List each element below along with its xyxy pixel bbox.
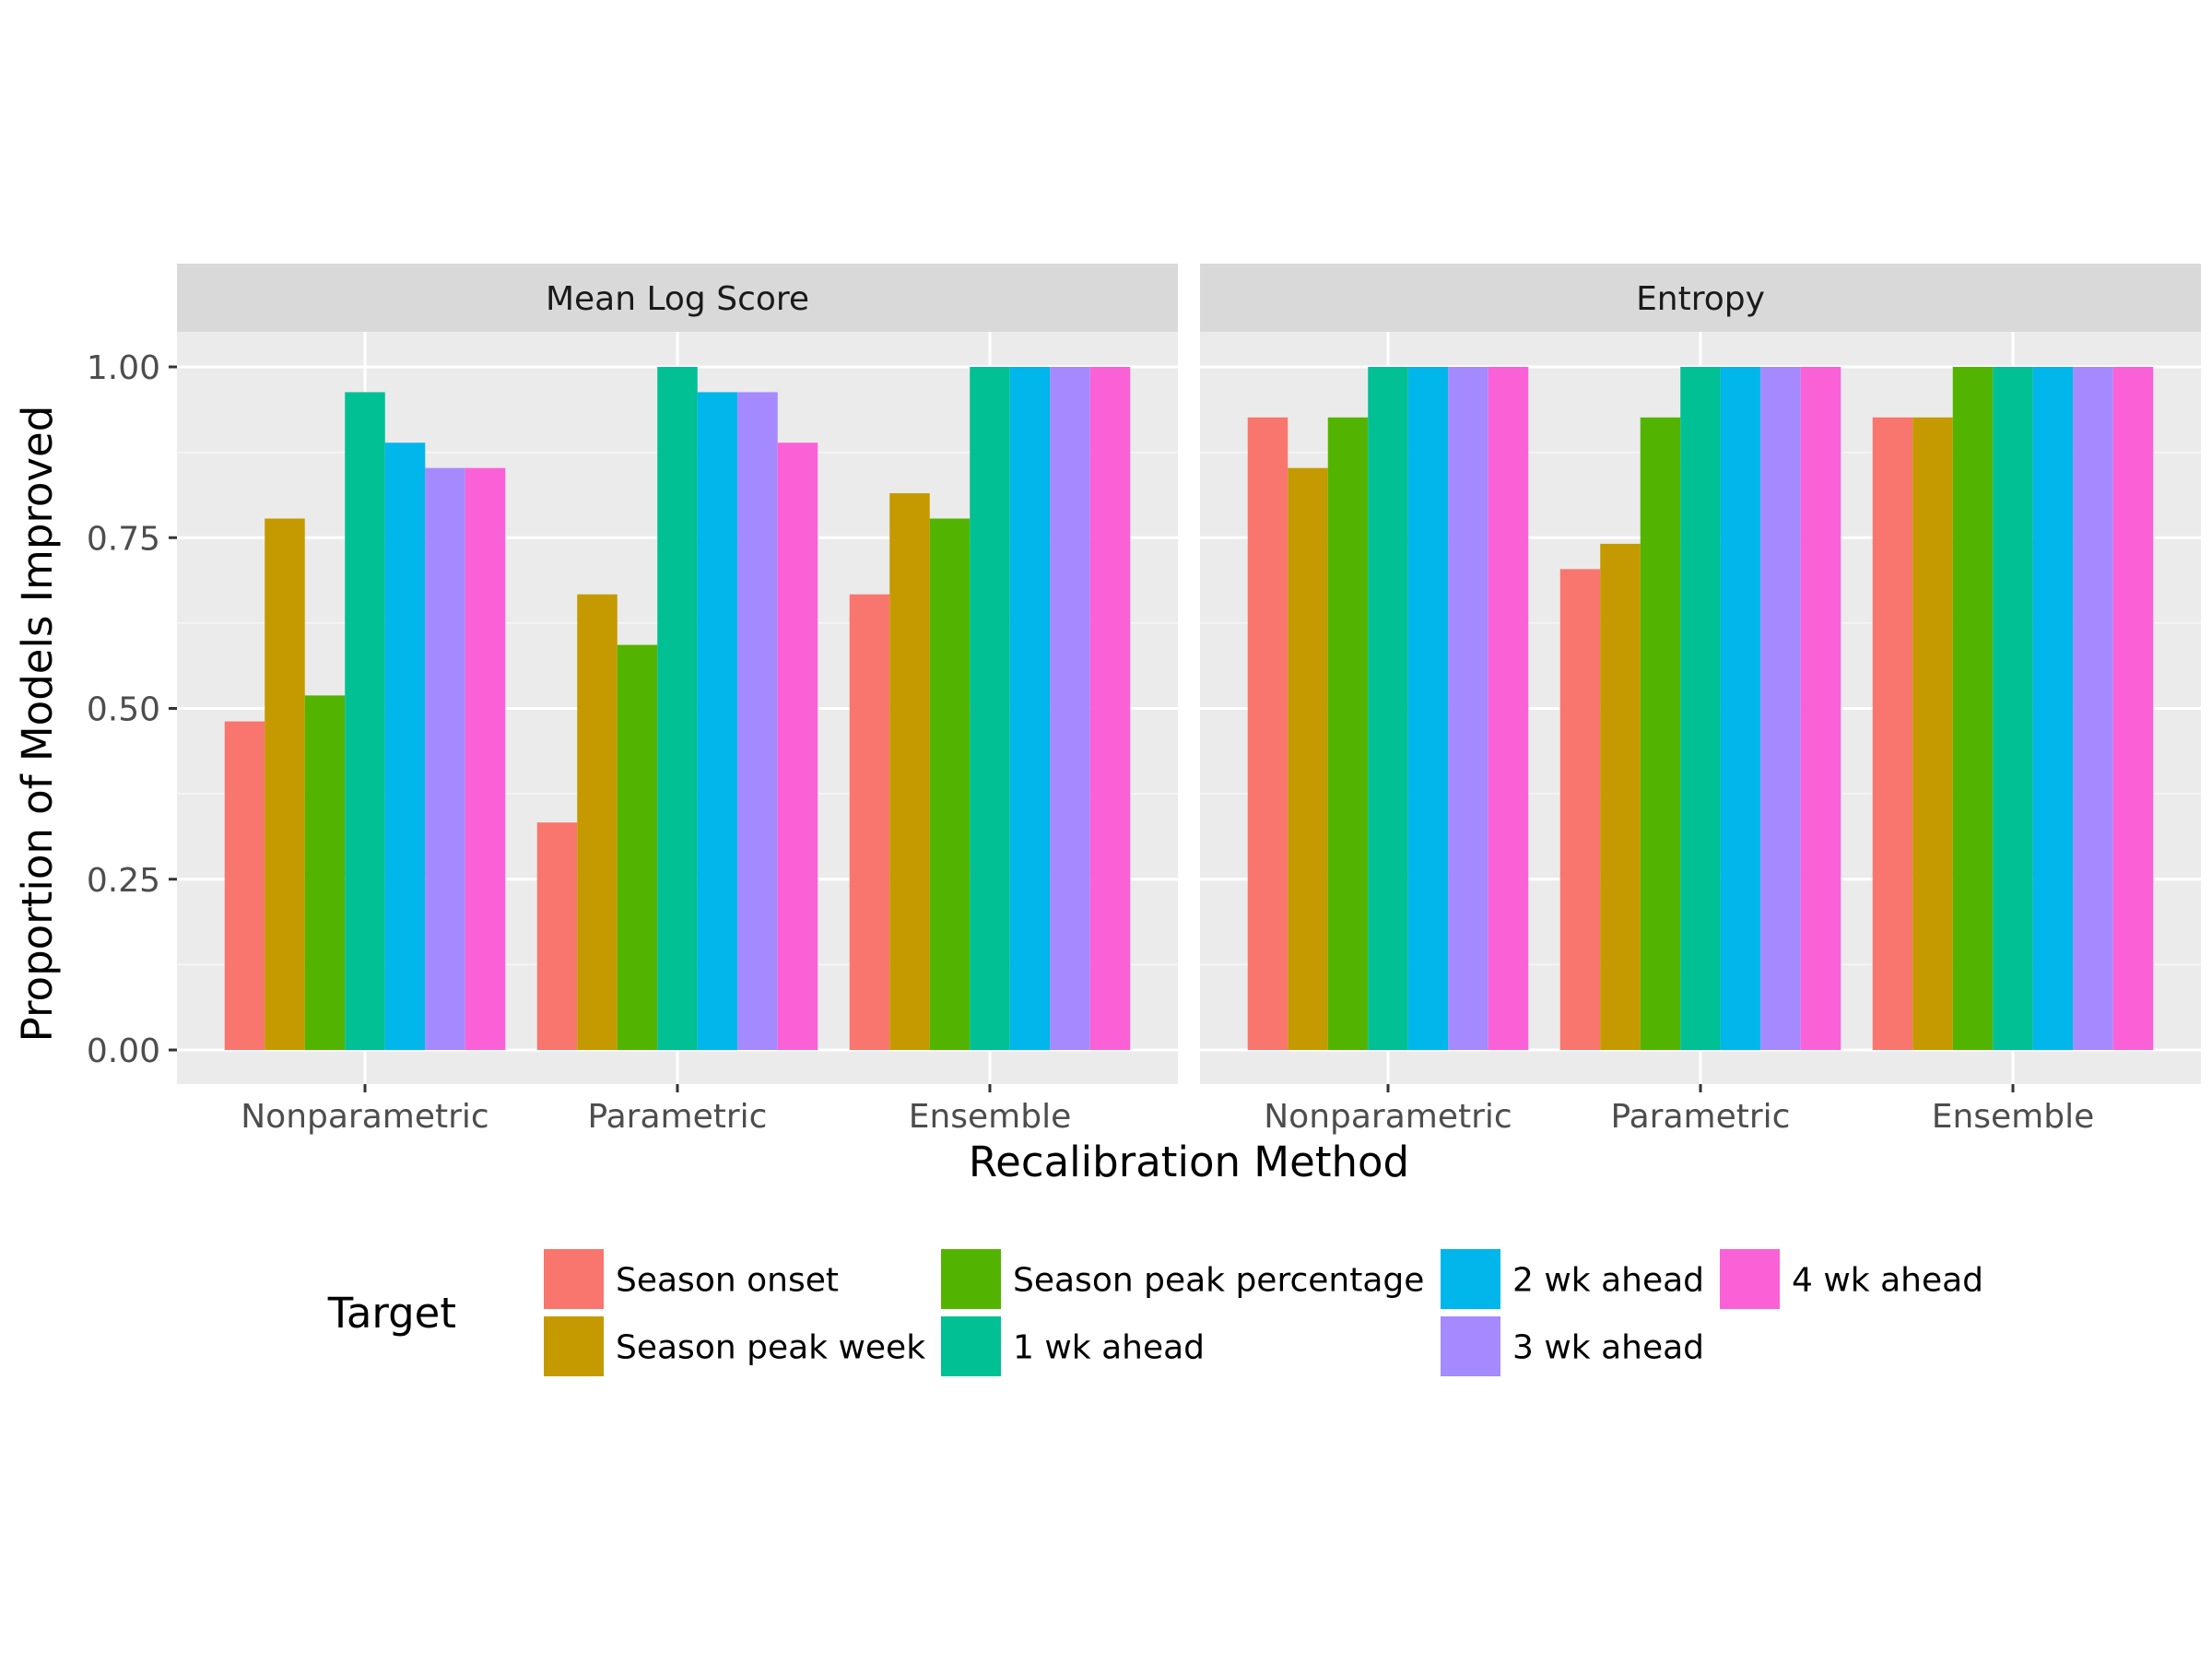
bar-season-onset-parametric	[1559, 569, 1601, 1050]
facet-title: Mean Log Score	[546, 280, 809, 318]
legend-item: 1 wk ahead	[941, 1316, 1205, 1376]
bar-4-wk-ahead-parametric	[777, 442, 818, 1050]
bar-season-onset-ensemble	[849, 594, 890, 1050]
legend-key	[544, 1316, 604, 1376]
x-tick-label: Nonparametric	[241, 1098, 488, 1136]
bar-3-wk-ahead-ensemble	[2073, 367, 2113, 1050]
legend-label: 4 wk ahead	[1792, 1262, 1983, 1300]
bar-2-wk-ahead-parametric	[697, 392, 738, 1050]
facet-strip	[1200, 264, 2201, 332]
bar-1-wk-ahead-parametric	[1680, 367, 1721, 1050]
bar-season-peak-week-nonparametric	[1288, 467, 1328, 1050]
x-tick-label: Nonparametric	[1264, 1098, 1512, 1136]
bar-2-wk-ahead-nonparametric	[1407, 367, 1449, 1050]
bar-1-wk-ahead-nonparametric	[345, 392, 385, 1050]
facet-title: Entropy	[1636, 280, 1765, 318]
legend-title: Target	[327, 1289, 456, 1338]
bar-season-onset-ensemble	[1872, 417, 1913, 1051]
bar-1-wk-ahead-parametric	[657, 367, 698, 1050]
legend-key	[1441, 1249, 1500, 1309]
bar-season-onset-nonparametric	[1247, 417, 1288, 1051]
bar-4-wk-ahead-nonparametric	[1488, 367, 1529, 1050]
bar-season-onset-nonparametric	[224, 721, 265, 1050]
bar-season-peak-week-parametric	[1600, 543, 1641, 1050]
bar-3-wk-ahead-parametric	[1760, 367, 1801, 1050]
bar-season-peak-percentage-ensemble	[929, 518, 971, 1050]
legend-label: 2 wk ahead	[1512, 1262, 1704, 1300]
legend-item: Season peak percentage	[941, 1249, 1424, 1309]
bar-3-wk-ahead-nonparametric	[425, 467, 465, 1050]
legend-item: 3 wk ahead	[1441, 1316, 1704, 1376]
bar-2-wk-ahead-ensemble	[2032, 367, 2074, 1050]
bar-4-wk-ahead-nonparametric	[465, 467, 506, 1050]
legend-label: 1 wk ahead	[1013, 1329, 1205, 1367]
bar-season-peak-percentage-nonparametric	[304, 695, 346, 1050]
bar-2-wk-ahead-parametric	[1720, 367, 1761, 1050]
legend: Target Season onset Season peak week Seaso…	[327, 1249, 1983, 1376]
bar-1-wk-ahead-ensemble	[970, 367, 1010, 1050]
bar-season-peak-week-ensemble	[1912, 417, 1953, 1051]
bar-1-wk-ahead-ensemble	[1993, 367, 2033, 1050]
legend-key	[941, 1316, 1001, 1376]
y-tick-label: 0.00	[87, 1032, 160, 1070]
x-tick-label: Parametric	[1611, 1098, 1791, 1136]
x-axis-title: Recalibration Method	[969, 1138, 1409, 1186]
bar-season-peak-week-parametric	[577, 594, 618, 1050]
legend-item: Season peak week	[544, 1316, 925, 1376]
bar-season-onset-parametric	[536, 822, 578, 1050]
x-tick-label: Ensemble	[1932, 1098, 2095, 1136]
bar-3-wk-ahead-nonparametric	[1448, 367, 1488, 1050]
facet-panel-0: Mean Log Score	[177, 264, 1178, 1084]
legend-item: 4 wk ahead	[1720, 1249, 1983, 1309]
bar-2-wk-ahead-ensemble	[1009, 367, 1051, 1050]
bar-season-peak-percentage-parametric	[617, 644, 658, 1050]
bar-1-wk-ahead-nonparametric	[1368, 367, 1408, 1050]
legend-label: Season peak percentage	[1013, 1262, 1424, 1300]
legend-key	[941, 1249, 1001, 1309]
bar-4-wk-ahead-ensemble	[2112, 367, 2154, 1050]
y-tick-label: 0.50	[87, 691, 160, 729]
y-tick-label: 0.75	[87, 520, 160, 558]
bar-season-peak-week-ensemble	[889, 493, 930, 1050]
bar-3-wk-ahead-parametric	[737, 392, 778, 1050]
bar-season-peak-percentage-nonparametric	[1327, 417, 1369, 1051]
bar-4-wk-ahead-ensemble	[1089, 367, 1131, 1050]
y-tick-label: 1.00	[87, 349, 160, 387]
bar-3-wk-ahead-ensemble	[1050, 367, 1090, 1050]
bar-season-peak-week-nonparametric	[265, 518, 305, 1050]
bar-2-wk-ahead-nonparametric	[384, 442, 426, 1050]
x-tick-label: Ensemble	[909, 1098, 1072, 1136]
legend-label: Season onset	[616, 1262, 839, 1300]
y-axis-title: Proportion of Models Improved	[13, 406, 62, 1043]
legend-key	[1720, 1249, 1780, 1309]
bar-4-wk-ahead-parametric	[1800, 367, 1841, 1050]
legend-key	[1441, 1316, 1500, 1376]
legend-label: Season peak week	[616, 1329, 925, 1367]
bar-season-peak-percentage-parametric	[1640, 417, 1681, 1051]
facet-strip	[177, 264, 1178, 332]
x-tick-label: Parametric	[588, 1098, 768, 1136]
legend-item: Season onset	[544, 1249, 839, 1309]
legend-item: 2 wk ahead	[1441, 1249, 1704, 1309]
y-tick-label: 0.25	[87, 862, 160, 900]
legend-label: 3 wk ahead	[1512, 1329, 1704, 1367]
legend-key	[544, 1249, 604, 1309]
bar-season-peak-percentage-ensemble	[1952, 367, 1994, 1050]
facet-panel-1: Entropy	[1200, 264, 2201, 1084]
